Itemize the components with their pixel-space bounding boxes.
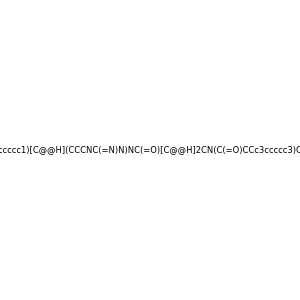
Text: O=C(NCc1ccccc1)[C@@H](CCCNC(=N)N)NC(=O)[C@@H]2CN(C(=O)CCc3ccccc3)Cc4ccccc24: O=C(NCc1ccccc1)[C@@H](CCCNC(=N)N)NC(=O)[… [0, 146, 300, 154]
